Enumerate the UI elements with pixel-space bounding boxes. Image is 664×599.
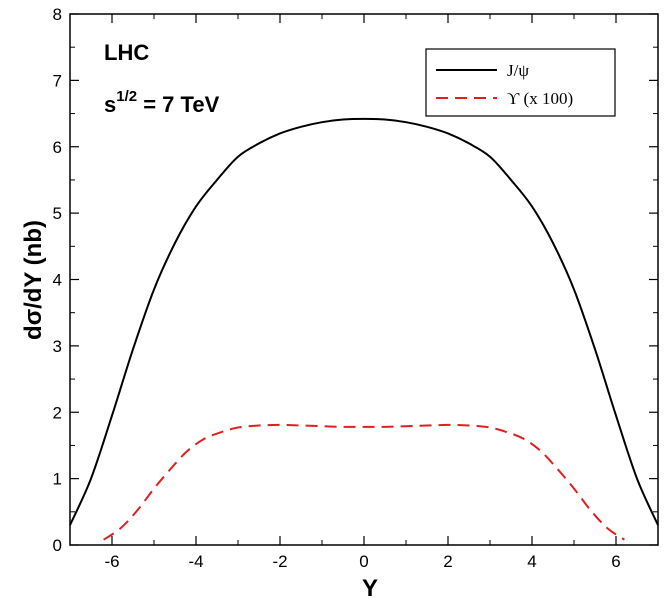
annotation-sqrt-s: s1/2 = 7 TeV [104,88,220,117]
legend-label-upsilon: ϒ (x 100) [507,89,573,108]
x-tick-label: 2 [443,552,452,571]
y-tick-label: 0 [53,536,62,555]
ticks-layer: -6 -4 -2 0 2 4 6 0 1 2 3 4 5 6 7 8 [53,5,659,571]
annotation-s: s [104,92,116,117]
y-tick-label: 8 [53,5,62,24]
plot-layer [69,117,659,541]
series-line-jpsi [69,117,659,526]
annotation-exponent: 1/2 [116,88,137,105]
x-tick-label: -2 [272,552,287,571]
y-tick-label: 5 [53,204,62,223]
x-tick-label: 0 [359,552,368,571]
y-tick-label: 2 [53,403,62,422]
series-line-upsilon [103,423,625,541]
x-tick-label: 4 [527,552,536,571]
legend-box [425,48,616,117]
x-tick-label: -6 [104,552,119,571]
x-tick-label: -4 [188,552,203,571]
x-tick-label: 6 [611,552,620,571]
y-tick-label: 3 [53,337,62,356]
x-axis-label: Y [362,575,378,599]
annotation-energy: = 7 TeV [137,92,219,117]
plot-frame [69,13,659,546]
y-tick-label: 1 [53,470,62,489]
y-axis-label: dσ/dY (nb) [20,220,47,340]
legend: J/ψ ϒ (x 100) [425,48,616,117]
y-tick-label: 7 [53,71,62,90]
y-tick-label: 6 [53,138,62,157]
y-tick-label: 4 [53,271,62,290]
legend-label-jpsi: J/ψ [507,61,529,80]
annotation-lhc: LHC [104,40,149,65]
